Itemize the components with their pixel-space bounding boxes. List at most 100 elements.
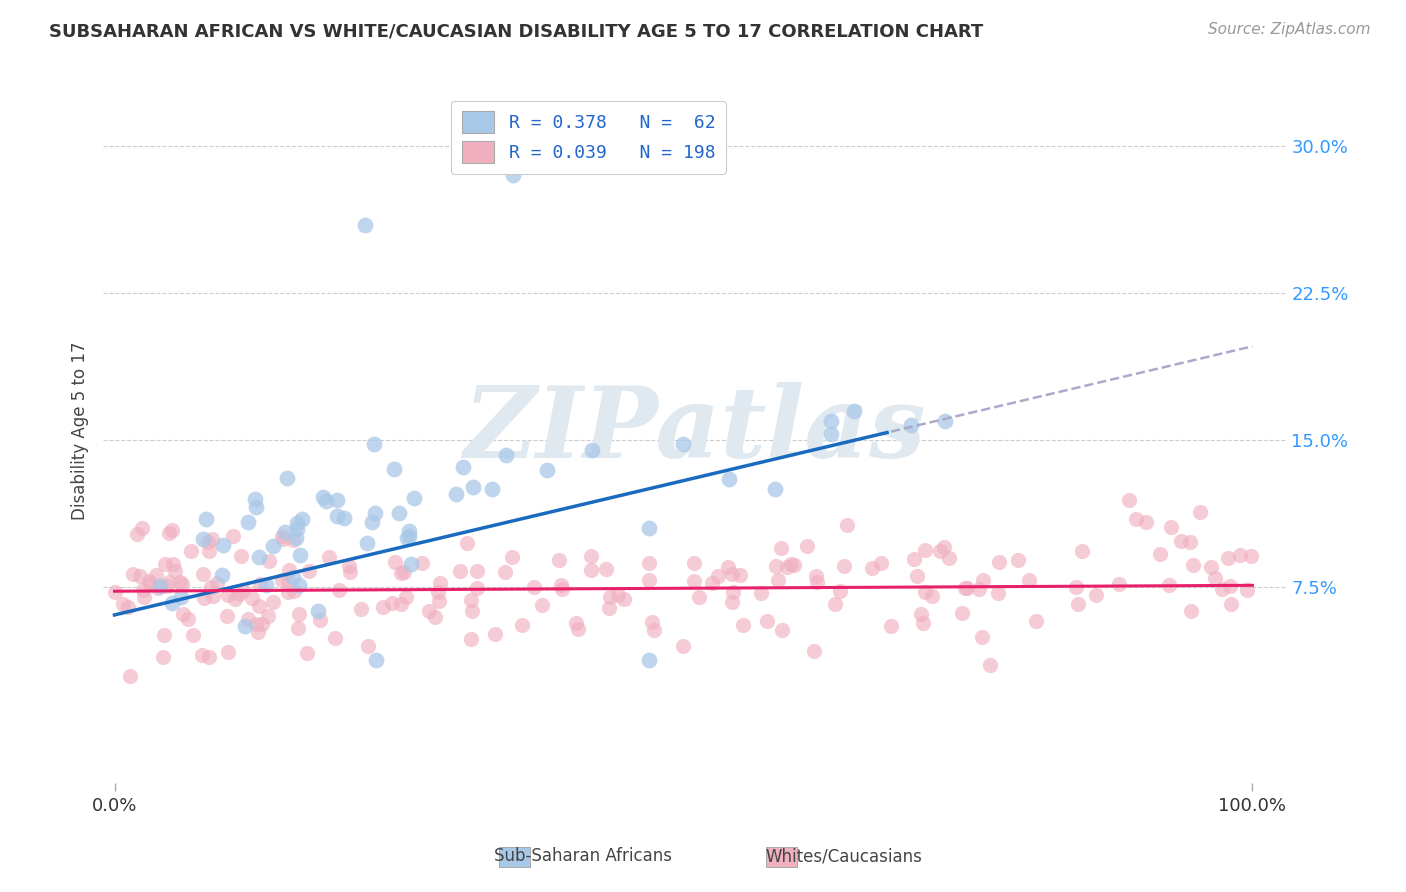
- Point: [315, 494, 337, 508]
- Point: [1220, 597, 1243, 611]
- Point: [283, 533, 305, 547]
- Point: [723, 585, 745, 599]
- Point: [326, 508, 349, 523]
- Point: [844, 404, 866, 418]
- Point: [803, 644, 825, 658]
- Point: [176, 612, 198, 626]
- Point: [607, 588, 630, 602]
- Point: [707, 569, 730, 583]
- Point: [900, 417, 922, 432]
- Point: [1125, 512, 1147, 526]
- Point: [389, 566, 412, 581]
- Point: [117, 599, 139, 614]
- Point: [212, 538, 235, 552]
- Point: [683, 556, 706, 570]
- Point: [550, 578, 572, 592]
- Point: [262, 595, 284, 609]
- Point: [217, 645, 239, 659]
- Point: [328, 582, 350, 597]
- Point: [598, 601, 620, 615]
- Point: [394, 565, 416, 579]
- Point: [364, 506, 387, 520]
- Point: [169, 574, 191, 589]
- Point: [640, 615, 662, 629]
- Point: [672, 437, 695, 451]
- Point: [1181, 558, 1204, 572]
- Point: [426, 584, 449, 599]
- Point: [783, 558, 806, 572]
- Point: [240, 591, 263, 606]
- Point: [217, 588, 239, 602]
- Point: [1240, 549, 1263, 563]
- Point: [156, 579, 179, 593]
- Point: [599, 590, 621, 604]
- Point: [350, 602, 373, 616]
- Point: [955, 581, 977, 595]
- Point: [257, 608, 280, 623]
- Point: [1018, 573, 1040, 587]
- Point: [371, 600, 394, 615]
- Point: [638, 573, 661, 587]
- Point: [720, 567, 742, 582]
- Point: [979, 658, 1001, 673]
- Point: [399, 558, 422, 572]
- Point: [717, 559, 740, 574]
- Point: [536, 462, 558, 476]
- Point: [291, 511, 314, 525]
- Point: [733, 618, 755, 632]
- Point: [638, 521, 661, 535]
- Point: [953, 581, 976, 595]
- Point: [283, 584, 305, 599]
- Point: [224, 592, 246, 607]
- Point: [139, 577, 162, 591]
- Point: [721, 595, 744, 609]
- Point: [396, 532, 419, 546]
- Point: [193, 566, 215, 581]
- Point: [149, 579, 172, 593]
- Text: ZIPatlas: ZIPatlas: [464, 382, 927, 479]
- Point: [905, 569, 928, 583]
- Point: [451, 459, 474, 474]
- Point: [287, 607, 309, 621]
- Point: [326, 493, 349, 508]
- Point: [170, 590, 193, 604]
- Point: [763, 482, 786, 496]
- Point: [638, 653, 661, 667]
- Point: [501, 549, 523, 564]
- Point: [243, 491, 266, 506]
- Point: [832, 559, 855, 574]
- Point: [323, 632, 346, 646]
- Point: [449, 564, 471, 578]
- Point: [197, 535, 219, 549]
- Point: [921, 589, 943, 603]
- Point: [1108, 576, 1130, 591]
- Text: Sub-Saharan Africans: Sub-Saharan Africans: [495, 847, 672, 865]
- Point: [613, 591, 636, 606]
- Point: [398, 529, 420, 543]
- Y-axis label: Disability Age 5 to 17: Disability Age 5 to 17: [72, 341, 89, 520]
- Point: [285, 522, 308, 536]
- Point: [579, 563, 602, 577]
- Point: [465, 582, 488, 596]
- Point: [278, 563, 301, 577]
- Point: [565, 615, 588, 630]
- Point: [249, 577, 271, 591]
- Point: [153, 557, 176, 571]
- Text: SUBSAHARAN AFRICAN VS WHITE/CAUCASIAN DISABILITY AGE 5 TO 17 CORRELATION CHART: SUBSAHARAN AFRICAN VS WHITE/CAUCASIAN DI…: [49, 22, 983, 40]
- Point: [160, 596, 183, 610]
- Point: [1007, 553, 1029, 567]
- Point: [198, 543, 221, 558]
- Point: [257, 554, 280, 568]
- Point: [308, 613, 330, 627]
- Point: [1170, 534, 1192, 549]
- Point: [191, 533, 214, 547]
- Point: [236, 515, 259, 529]
- Point: [929, 543, 952, 558]
- Point: [202, 589, 225, 603]
- Point: [288, 548, 311, 562]
- Point: [297, 646, 319, 660]
- Point: [252, 616, 274, 631]
- Point: [273, 524, 295, 539]
- Point: [796, 539, 818, 553]
- Point: [481, 482, 503, 496]
